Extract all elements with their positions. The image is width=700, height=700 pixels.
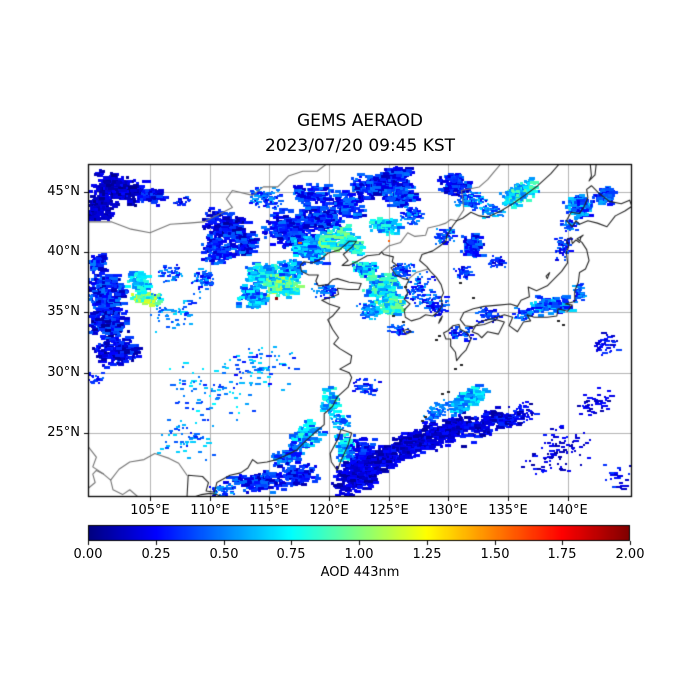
colorbar-tick-label: 2.00 [615, 547, 645, 562]
colorbar-tick-label: 1.00 [344, 547, 374, 562]
colorbar-tick-label: 1.25 [412, 547, 442, 562]
colorbar-tick-label: 1.75 [547, 547, 577, 562]
x-tick-label: 130°E [428, 503, 468, 518]
colorbar-label: AOD 443nm [320, 565, 400, 580]
x-tick-label: 105°E [130, 503, 170, 518]
colorbar-tick-label: 1.50 [480, 547, 510, 562]
y-tick-label: 35°N [47, 304, 80, 319]
y-tick-label: 30°N [47, 365, 80, 380]
x-tick-label: 125°E [369, 503, 409, 518]
colorbar-tick-label: 0.50 [209, 547, 239, 562]
colorbar-tick-label: 0.25 [141, 547, 171, 562]
x-tick-label: 120°E [309, 503, 349, 518]
y-tick-label: 25°N [47, 425, 80, 440]
x-tick-label: 140°E [548, 503, 588, 518]
y-tick-label: 40°N [47, 244, 80, 259]
x-tick-label: 135°E [488, 503, 528, 518]
colorbar-tick-label: 0.00 [73, 547, 103, 562]
chart-subtitle: 2023/07/20 09:45 KST [264, 136, 456, 156]
chart-title: GEMS AERAOD [296, 111, 424, 131]
x-tick-label: 115°E [249, 503, 289, 518]
colorbar-tick-label: 0.75 [276, 547, 306, 562]
x-tick-label: 110°E [190, 503, 230, 518]
y-tick-label: 45°N [47, 184, 80, 199]
